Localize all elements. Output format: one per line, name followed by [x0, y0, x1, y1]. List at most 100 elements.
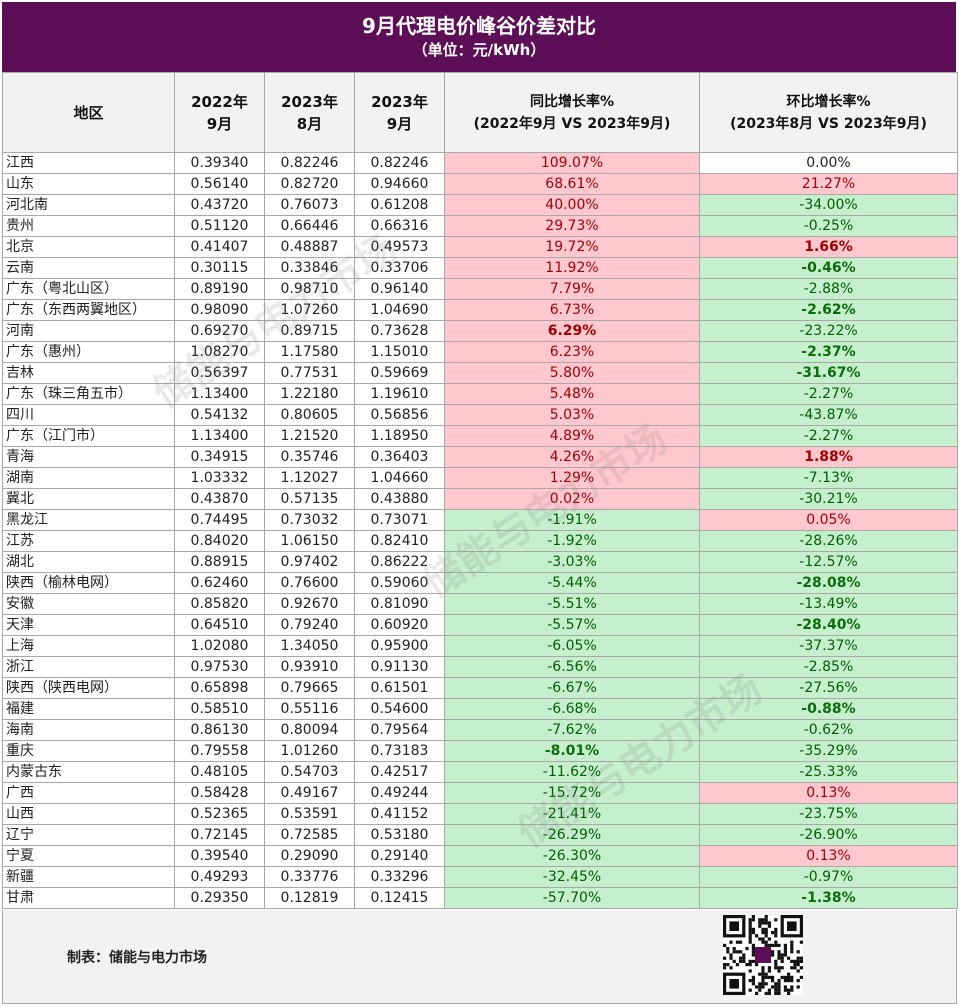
mom-rate-cell: -13.49%: [699, 593, 958, 615]
mom-rate-cell: -25.33%: [699, 761, 958, 783]
value-2022-09-cell: 0.98090: [174, 299, 265, 321]
value-2023-08-cell: 0.79240: [264, 614, 355, 636]
table-row: 广西 0.58428 0.49167 0.49244 -15.72% 0.13%: [2, 782, 958, 804]
value-2023-08-cell: 0.54703: [264, 761, 355, 783]
value-2023-09-cell: 0.53180: [354, 824, 445, 846]
footer: 制表：储能与电力市场: [2, 910, 957, 1004]
value-2022-09-cell: 0.97530: [174, 656, 265, 678]
mom-rate-cell: -28.40%: [699, 614, 958, 636]
value-2023-08-cell: 0.80605: [264, 404, 355, 426]
table-row: 江苏 0.84020 1.06150 0.82410 -1.92% -28.26%: [2, 530, 958, 552]
header-yoy: 同比增长率% (2022年9月 VS 2023年9月): [444, 72, 700, 153]
value-2023-09-cell: 0.59669: [354, 362, 445, 384]
region-cell: 广东（惠州）: [2, 341, 175, 363]
header-col1: 2022年 9月: [174, 72, 265, 153]
yoy-rate-cell: -15.72%: [444, 782, 700, 804]
region-cell: 辽宁: [2, 824, 175, 846]
value-2023-08-cell: 0.93910: [264, 656, 355, 678]
value-2022-09-cell: 0.49293: [174, 866, 265, 888]
yoy-rate-cell: -7.62%: [444, 719, 700, 741]
mom-rate-cell: -1.38%: [699, 887, 958, 909]
table-row: 上海 1.02080 1.34050 0.95900 -6.05% -37.37%: [2, 635, 958, 657]
yoy-rate-cell: 109.07%: [444, 152, 700, 174]
yoy-rate-cell: 6.73%: [444, 299, 700, 321]
value-2022-09-cell: 0.65898: [174, 677, 265, 699]
value-2022-09-cell: 1.13400: [174, 383, 265, 405]
table-row: 湖北 0.88915 0.97402 0.86222 -3.03% -12.57%: [2, 551, 958, 573]
yoy-rate-cell: 6.29%: [444, 320, 700, 342]
table-row: 陕西（榆林电网） 0.62460 0.76600 0.59060 -5.44% -28.0…: [2, 572, 958, 594]
value-2023-09-cell: 0.43880: [354, 488, 445, 510]
yoy-rate-cell: 7.79%: [444, 278, 700, 300]
mom-rate-cell: -2.27%: [699, 383, 958, 405]
value-2023-09-cell: 0.96140: [354, 278, 445, 300]
value-2023-09-cell: 0.95900: [354, 635, 445, 657]
value-2023-08-cell: 0.29090: [264, 845, 355, 867]
value-2023-09-cell: 0.33706: [354, 257, 445, 279]
value-2023-08-cell: 0.33846: [264, 257, 355, 279]
value-2023-09-cell: 1.04690: [354, 299, 445, 321]
value-2023-08-cell: 0.82246: [264, 152, 355, 174]
value-2023-09-cell: 0.81090: [354, 593, 445, 615]
value-2022-09-cell: 1.08270: [174, 341, 265, 363]
region-cell: 江西: [2, 152, 175, 174]
yoy-rate-cell: 5.48%: [444, 383, 700, 405]
value-2023-08-cell: 0.92670: [264, 593, 355, 615]
region-cell: 内蒙古东: [2, 761, 175, 783]
yoy-rate-cell: 0.02%: [444, 488, 700, 510]
value-2023-08-cell: 1.06150: [264, 530, 355, 552]
table-row: 天津 0.64510 0.79240 0.60920 -5.57% -28.40%: [2, 614, 958, 636]
region-cell: 北京: [2, 236, 175, 258]
yoy-rate-cell: -6.05%: [444, 635, 700, 657]
value-2023-08-cell: 0.55116: [264, 698, 355, 720]
value-2022-09-cell: 0.72145: [174, 824, 265, 846]
mom-rate-cell: -26.90%: [699, 824, 958, 846]
value-2023-08-cell: 0.48887: [264, 236, 355, 258]
mom-rate-cell: -34.00%: [699, 194, 958, 216]
region-cell: 福建: [2, 698, 175, 720]
table-row: 广东（东西两翼地区） 0.98090 1.07260 1.04690 6.73% -2.6…: [2, 299, 958, 321]
region-cell: 广东（珠三角五市）: [2, 383, 175, 405]
price-table: 地区 2022年 9月 2023年 8月 2023年 9月 同比增长率% (2022年9…: [2, 72, 958, 909]
table-row: 新疆 0.49293 0.33776 0.33296 -32.45% -0.97%: [2, 866, 958, 888]
table-row: 黑龙江 0.74495 0.73032 0.73071 -1.91% 0.05%: [2, 509, 958, 531]
mom-rate-cell: -23.22%: [699, 320, 958, 342]
mom-rate-cell: -12.57%: [699, 551, 958, 573]
value-2022-09-cell: 1.13400: [174, 425, 265, 447]
mom-rate-cell: -23.75%: [699, 803, 958, 825]
value-2022-09-cell: 0.43720: [174, 194, 265, 216]
mom-rate-cell: -28.08%: [699, 572, 958, 594]
value-2023-09-cell: 0.49244: [354, 782, 445, 804]
region-cell: 河南: [2, 320, 175, 342]
value-2023-09-cell: 0.29140: [354, 845, 445, 867]
yoy-rate-cell: -11.62%: [444, 761, 700, 783]
region-cell: 上海: [2, 635, 175, 657]
value-2022-09-cell: 0.69270: [174, 320, 265, 342]
value-2023-09-cell: 0.49573: [354, 236, 445, 258]
value-2022-09-cell: 0.52365: [174, 803, 265, 825]
mom-rate-cell: 0.05%: [699, 509, 958, 531]
table-row: 四川 0.54132 0.80605 0.56856 5.03% -43.87%: [2, 404, 958, 426]
mom-rate-cell: -0.46%: [699, 257, 958, 279]
table-row: 青海 0.34915 0.35746 0.36403 4.26% 1.88%: [2, 446, 958, 468]
region-cell: 宁夏: [2, 845, 175, 867]
region-cell: 陕西（榆林电网）: [2, 572, 175, 594]
value-2022-09-cell: 0.43870: [174, 488, 265, 510]
value-2022-09-cell: 0.86130: [174, 719, 265, 741]
mom-rate-cell: 21.27%: [699, 173, 958, 195]
yoy-rate-cell: 5.80%: [444, 362, 700, 384]
table-row: 北京 0.41407 0.48887 0.49573 19.72% 1.66%: [2, 236, 958, 258]
yoy-rate-cell: 6.23%: [444, 341, 700, 363]
value-2022-09-cell: 0.56140: [174, 173, 265, 195]
value-2023-09-cell: 1.18950: [354, 425, 445, 447]
value-2022-09-cell: 0.74495: [174, 509, 265, 531]
yoy-rate-cell: -6.67%: [444, 677, 700, 699]
value-2023-08-cell: 0.33776: [264, 866, 355, 888]
unit-subtitle: （单位：元/kWh）: [412, 41, 546, 59]
table-row: 河南 0.69270 0.89715 0.73628 6.29% -23.22%: [2, 320, 958, 342]
value-2023-09-cell: 0.61208: [354, 194, 445, 216]
region-cell: 广东（江门市）: [2, 425, 175, 447]
value-2022-09-cell: 0.84020: [174, 530, 265, 552]
yoy-rate-cell: 4.89%: [444, 425, 700, 447]
page-title: 9月代理电价峰谷价差对比: [362, 14, 596, 38]
